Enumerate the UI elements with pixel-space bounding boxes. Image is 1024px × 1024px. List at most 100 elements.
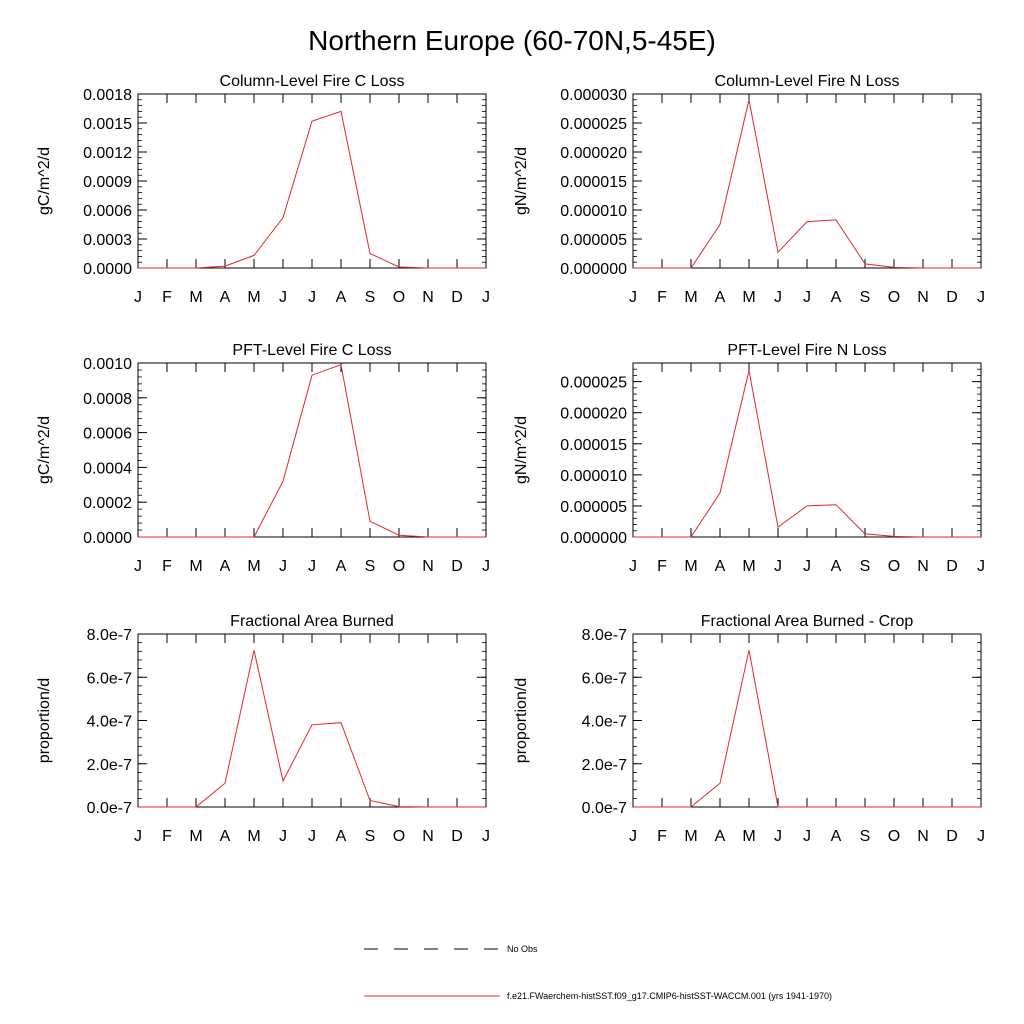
x-tick-label: J bbox=[134, 289, 142, 306]
x-tick-label: A bbox=[220, 289, 231, 306]
y-tick-label: 0.0012 bbox=[83, 145, 132, 162]
plot-frame bbox=[632, 93, 982, 269]
y-tick-label: 4.0e-7 bbox=[582, 714, 627, 731]
x-tick-label: J bbox=[308, 828, 316, 845]
y-tick-label: 0.000015 bbox=[560, 174, 627, 191]
x-tick-label: O bbox=[888, 558, 900, 575]
x-tick-label: M bbox=[684, 558, 697, 575]
x-tick-label: A bbox=[336, 558, 347, 575]
x-tick-label: A bbox=[336, 828, 347, 845]
x-tick-label: D bbox=[451, 558, 463, 575]
plot-frame bbox=[137, 93, 487, 269]
panel-title: Column-Level Fire N Loss bbox=[715, 73, 900, 90]
y-tick-label: 0.000010 bbox=[560, 203, 627, 220]
x-tick-label: D bbox=[946, 828, 958, 845]
legend: No Obs f.e21.FWaerchem-histSST.f09_g17.C… bbox=[364, 944, 832, 1001]
series-line bbox=[138, 110, 486, 269]
x-tick-label: J bbox=[629, 289, 637, 306]
y-tick-label: 0.0000 bbox=[83, 530, 132, 547]
x-tick-label: J bbox=[629, 828, 637, 845]
y-axis-label: proportion/d bbox=[36, 678, 53, 763]
x-tick-label: A bbox=[715, 558, 726, 575]
x-tick-label: D bbox=[946, 558, 958, 575]
x-tick-label: J bbox=[134, 558, 142, 575]
x-tick-label: S bbox=[860, 828, 871, 845]
y-tick-label: 2.0e-7 bbox=[87, 757, 132, 774]
x-tick-label: J bbox=[977, 289, 985, 306]
x-tick-label: J bbox=[308, 558, 316, 575]
y-tick-label: 0.0e-7 bbox=[582, 800, 627, 817]
y-tick-label: 0.000005 bbox=[560, 232, 627, 249]
x-tick-label: M bbox=[684, 828, 697, 845]
series-line bbox=[633, 650, 981, 808]
y-tick-label: 0.000000 bbox=[560, 261, 627, 278]
x-tick-label: S bbox=[860, 558, 871, 575]
x-tick-label: O bbox=[393, 828, 405, 845]
y-tick-label: 0.000015 bbox=[560, 437, 627, 454]
y-tick-label: 0.0002 bbox=[83, 495, 132, 512]
y-tick-label: 6.0e-7 bbox=[582, 670, 627, 687]
x-tick-label: N bbox=[917, 828, 929, 845]
x-tick-label: J bbox=[629, 558, 637, 575]
x-tick-label: M bbox=[189, 558, 202, 575]
x-tick-label: O bbox=[888, 828, 900, 845]
x-tick-label: A bbox=[715, 828, 726, 845]
y-axis-label: proportion/d bbox=[513, 678, 530, 763]
panel-title: Fractional Area Burned - Crop bbox=[701, 613, 914, 630]
x-tick-label: J bbox=[482, 289, 490, 306]
plot-frame bbox=[137, 633, 487, 808]
x-tick-label: F bbox=[657, 289, 667, 306]
x-tick-label: J bbox=[279, 828, 287, 845]
y-axis-label: gC/m^2/d bbox=[36, 416, 53, 484]
y-tick-label: 2.0e-7 bbox=[582, 757, 627, 774]
panel-title: PFT-Level Fire C Loss bbox=[232, 342, 391, 359]
x-tick-label: M bbox=[247, 828, 260, 845]
y-tick-label: 0.0010 bbox=[83, 356, 132, 373]
x-tick-label: J bbox=[774, 558, 782, 575]
x-tick-label: J bbox=[803, 289, 811, 306]
y-axis-label: gC/m^2/d bbox=[36, 147, 53, 215]
x-tick-label: M bbox=[684, 289, 697, 306]
y-tick-label: 6.0e-7 bbox=[87, 670, 132, 687]
y-axis-label: gN/m^2/d bbox=[513, 416, 530, 484]
x-tick-label: M bbox=[247, 558, 260, 575]
y-tick-label: 0.000005 bbox=[560, 499, 627, 516]
x-tick-label: J bbox=[803, 558, 811, 575]
x-tick-label: S bbox=[365, 828, 376, 845]
y-tick-label: 0.000020 bbox=[560, 145, 627, 162]
y-tick-label: 0.0004 bbox=[83, 460, 132, 477]
x-tick-label: D bbox=[451, 289, 463, 306]
y-tick-label: 0.000025 bbox=[560, 116, 627, 133]
x-tick-label: M bbox=[189, 289, 202, 306]
x-tick-label: J bbox=[308, 289, 316, 306]
x-tick-label: M bbox=[742, 558, 755, 575]
y-tick-label: 0.000020 bbox=[560, 406, 627, 423]
x-tick-label: A bbox=[336, 289, 347, 306]
x-tick-label: A bbox=[831, 828, 842, 845]
x-tick-label: J bbox=[279, 558, 287, 575]
x-tick-label: M bbox=[247, 289, 260, 306]
panel-title: Fractional Area Burned bbox=[230, 613, 394, 630]
x-tick-label: A bbox=[831, 289, 842, 306]
y-tick-label: 0.0e-7 bbox=[87, 800, 132, 817]
y-tick-label: 0.0000 bbox=[83, 261, 132, 278]
x-tick-label: J bbox=[482, 828, 490, 845]
x-tick-label: D bbox=[946, 289, 958, 306]
series-line bbox=[138, 364, 486, 538]
x-tick-label: F bbox=[657, 558, 667, 575]
x-tick-label: S bbox=[365, 289, 376, 306]
x-tick-label: A bbox=[220, 828, 231, 845]
y-tick-label: 0.0009 bbox=[83, 174, 132, 191]
x-tick-label: M bbox=[742, 289, 755, 306]
x-tick-label: F bbox=[162, 828, 172, 845]
y-tick-label: 0.0003 bbox=[83, 232, 132, 249]
x-tick-label: A bbox=[715, 289, 726, 306]
y-tick-label: 0.0008 bbox=[83, 391, 132, 408]
x-tick-label: J bbox=[134, 828, 142, 845]
panel-title: Column-Level Fire C Loss bbox=[220, 73, 405, 90]
